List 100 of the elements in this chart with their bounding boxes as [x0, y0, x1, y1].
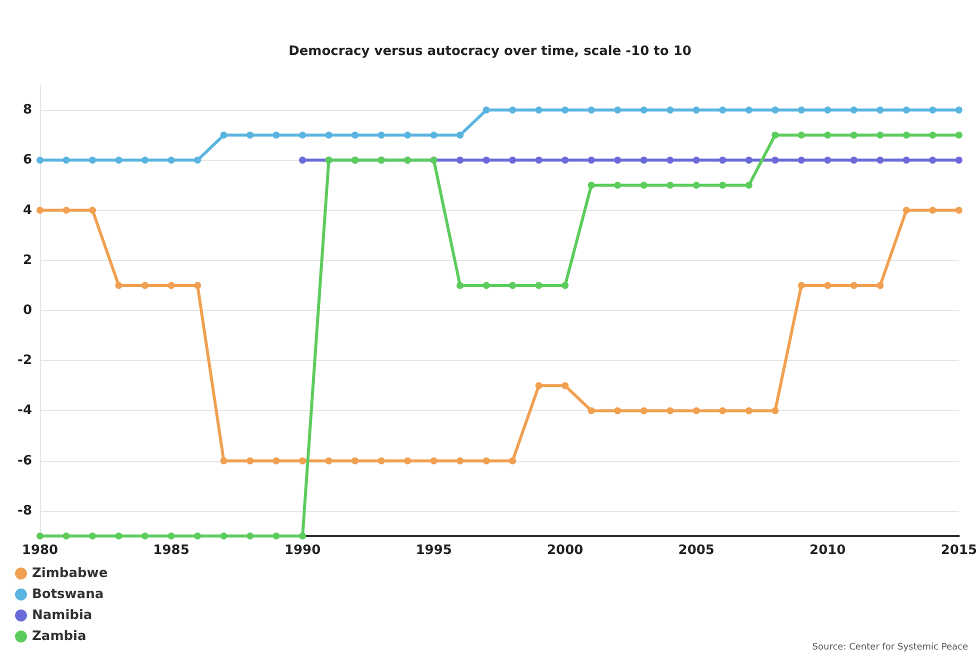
- point: [640, 106, 648, 114]
- point: [824, 282, 832, 289]
- point: [299, 156, 306, 164]
- point: [36, 206, 44, 214]
- point: [36, 156, 44, 164]
- point: [719, 182, 726, 189]
- point: [220, 457, 228, 464]
- point: [378, 457, 385, 464]
- point: [404, 132, 412, 139]
- point: [745, 156, 752, 164]
- point: [115, 156, 122, 164]
- point: [509, 457, 516, 464]
- point: [535, 382, 542, 390]
- point: [745, 407, 752, 414]
- point: [325, 132, 332, 139]
- point: [798, 106, 805, 114]
- point: [745, 182, 752, 189]
- point: [562, 106, 569, 114]
- point: [535, 156, 542, 164]
- point: [194, 532, 202, 540]
- y-tick-label: -8: [18, 503, 32, 518]
- point: [692, 156, 700, 164]
- point: [115, 282, 122, 289]
- point: [246, 532, 254, 540]
- point: [89, 156, 96, 164]
- x-tick-label: 2005: [678, 543, 714, 558]
- chart-title: Democracy versus autocracy over time, scale -10 to 10: [288, 44, 692, 59]
- point: [955, 156, 962, 164]
- point: [876, 156, 884, 164]
- point: [246, 132, 254, 139]
- point: [902, 156, 910, 164]
- point: [666, 156, 674, 164]
- point: [798, 132, 805, 139]
- point: [692, 106, 700, 114]
- y-tick-label: -6: [18, 453, 32, 468]
- point: [614, 182, 622, 189]
- point: [194, 156, 202, 164]
- point: [929, 132, 936, 139]
- legend-label: Zambia: [32, 629, 86, 644]
- point: [562, 282, 569, 289]
- point: [798, 282, 805, 289]
- point: [456, 282, 464, 289]
- point: [378, 132, 385, 139]
- point: [509, 282, 516, 289]
- point: [692, 407, 700, 414]
- point: [168, 532, 175, 540]
- y-tick-label: -4: [18, 403, 32, 418]
- point: [115, 532, 122, 540]
- point: [824, 132, 832, 139]
- x-tick-label: 1990: [284, 543, 321, 558]
- point: [955, 132, 962, 139]
- point: [62, 206, 70, 214]
- point: [824, 106, 832, 114]
- y-tick-label: -2: [18, 353, 32, 368]
- point: [220, 132, 228, 139]
- point: [850, 106, 858, 114]
- source-note: Source: Center for Systemic Peace: [812, 642, 968, 652]
- point: [142, 156, 149, 164]
- point: [482, 282, 490, 289]
- point: [929, 206, 936, 214]
- point: [299, 532, 306, 540]
- point: [929, 156, 936, 164]
- point: [168, 156, 175, 164]
- point: [850, 132, 858, 139]
- point: [482, 106, 490, 114]
- point: [772, 132, 779, 139]
- point: [62, 156, 70, 164]
- point: [824, 156, 832, 164]
- point: [719, 156, 726, 164]
- x-tick-label: 1995: [416, 543, 452, 558]
- point: [272, 457, 280, 464]
- point: [640, 156, 648, 164]
- point: [876, 132, 884, 139]
- point: [902, 132, 910, 139]
- y-tick-label: 2: [22, 252, 32, 268]
- point: [456, 132, 464, 139]
- point: [719, 106, 726, 114]
- point: [62, 532, 70, 540]
- point: [719, 407, 726, 414]
- point: [430, 457, 438, 464]
- point: [640, 407, 648, 414]
- point: [272, 532, 280, 540]
- point: [666, 106, 674, 114]
- point: [955, 206, 962, 214]
- point: [482, 457, 490, 464]
- point: [456, 156, 464, 164]
- point: [614, 156, 622, 164]
- point: [929, 106, 936, 114]
- point: [352, 132, 359, 139]
- point: [142, 532, 149, 540]
- point: [36, 532, 44, 540]
- point: [89, 532, 96, 540]
- point: [902, 206, 910, 214]
- point: [772, 407, 779, 414]
- point: [640, 182, 648, 189]
- point: [666, 407, 674, 414]
- point: [299, 132, 306, 139]
- point: [430, 132, 438, 139]
- y-tick-label: 6: [22, 152, 32, 168]
- point: [955, 106, 962, 114]
